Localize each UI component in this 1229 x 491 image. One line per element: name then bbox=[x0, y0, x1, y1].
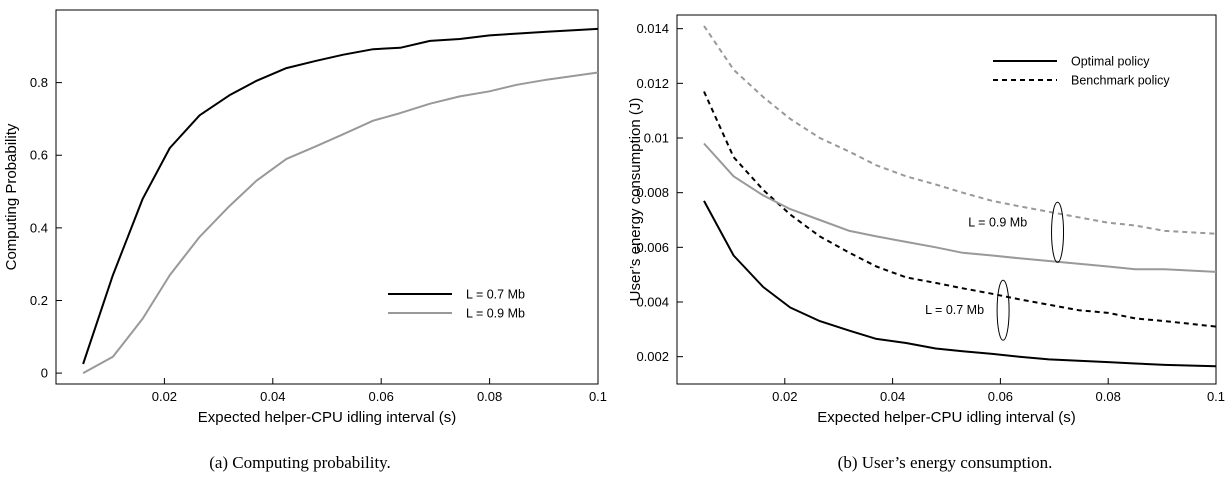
series-line bbox=[703, 91, 1217, 328]
x-axis-label-a: Expected helper-CPU idling interval (s) bbox=[198, 409, 456, 426]
legend-label: L = 0.7 Mb bbox=[466, 288, 525, 302]
legend-label: L = 0.9 Mb bbox=[466, 307, 525, 321]
x-tick-label: 0.1 bbox=[1207, 389, 1225, 404]
legend-label: Optimal policy bbox=[1071, 55, 1150, 69]
panel-energy-consumption: 0.02 0.04 0.06 0.08 0.1 0.002 0.004 0.006 0.008 0… bbox=[627, 14, 1225, 472]
annotation-label: L = 0.9 Mb bbox=[968, 216, 1027, 230]
x-tick-label: 0.02 bbox=[772, 389, 797, 404]
x-tick-label: 0.06 bbox=[988, 389, 1013, 404]
series-line bbox=[82, 27, 599, 365]
series-line bbox=[82, 71, 599, 374]
legend-b: Optimal policy Benchmark policy bbox=[993, 55, 1170, 88]
y-tick-label: 0.004 bbox=[636, 295, 669, 310]
series-line bbox=[703, 200, 1217, 368]
y-tick-label: 0.006 bbox=[636, 240, 669, 255]
annotation-ellipse bbox=[996, 279, 1010, 341]
y-tick-label: 0.4 bbox=[30, 220, 48, 235]
annotations-b: L = 0.9 Mb L = 0.7 Mb bbox=[925, 201, 1065, 341]
x-axis-label-b: Expected helper-CPU idling interval (s) bbox=[817, 409, 1075, 426]
axis-ticks-a: 0.02 0.04 0.06 0.08 0.1 0 0.2 0.4 0.6 0.8 bbox=[30, 75, 607, 404]
x-tick-label: 0.04 bbox=[880, 389, 905, 404]
series-line bbox=[703, 25, 1217, 235]
x-tick-label: 0.08 bbox=[1096, 389, 1121, 404]
caption-b: (b) User’s energy consumption. bbox=[838, 453, 1053, 472]
panel-computing-probability: 0.02 0.04 0.06 0.08 0.1 0 0.2 0.4 0.6 0.8 L = 0.7… bbox=[3, 9, 607, 472]
series-lines-a bbox=[82, 27, 599, 374]
annotation-label: L = 0.7 Mb bbox=[925, 303, 984, 317]
x-tick-label: 0.02 bbox=[152, 389, 177, 404]
y-tick-label: 0.01 bbox=[644, 131, 669, 146]
plot-frame-b bbox=[676, 14, 1217, 385]
series-lines-b bbox=[703, 25, 1217, 368]
x-tick-label: 0.04 bbox=[260, 389, 285, 404]
plot-frame-a bbox=[55, 9, 599, 385]
y-tick-label: 0.012 bbox=[636, 76, 669, 91]
axis-ticks-b: 0.02 0.04 0.06 0.08 0.1 0.002 0.004 0.006 0.008 0… bbox=[636, 21, 1225, 404]
x-tick-label: 0.08 bbox=[477, 389, 502, 404]
series-line bbox=[703, 142, 1217, 273]
y-axis-label-b: User’s energy consumption (J) bbox=[627, 98, 644, 302]
legend-label: Benchmark policy bbox=[1071, 74, 1170, 88]
y-axis-label-a: Computing Probability bbox=[3, 123, 20, 270]
y-tick-label: 0 bbox=[41, 366, 48, 381]
y-tick-label: 0.6 bbox=[30, 148, 48, 163]
y-tick-label: 0.002 bbox=[636, 349, 669, 364]
y-tick-label: 0.008 bbox=[636, 185, 669, 200]
y-tick-label: 0.014 bbox=[636, 21, 669, 36]
y-tick-label: 0.8 bbox=[30, 75, 48, 90]
annotation-ellipse bbox=[1051, 201, 1065, 263]
caption-a: (a) Computing probability. bbox=[209, 453, 391, 472]
x-tick-label: 0.06 bbox=[369, 389, 394, 404]
y-tick-label: 0.2 bbox=[30, 293, 48, 308]
x-tick-label: 0.1 bbox=[589, 389, 607, 404]
legend-a: L = 0.7 Mb L = 0.9 Mb bbox=[388, 288, 525, 321]
